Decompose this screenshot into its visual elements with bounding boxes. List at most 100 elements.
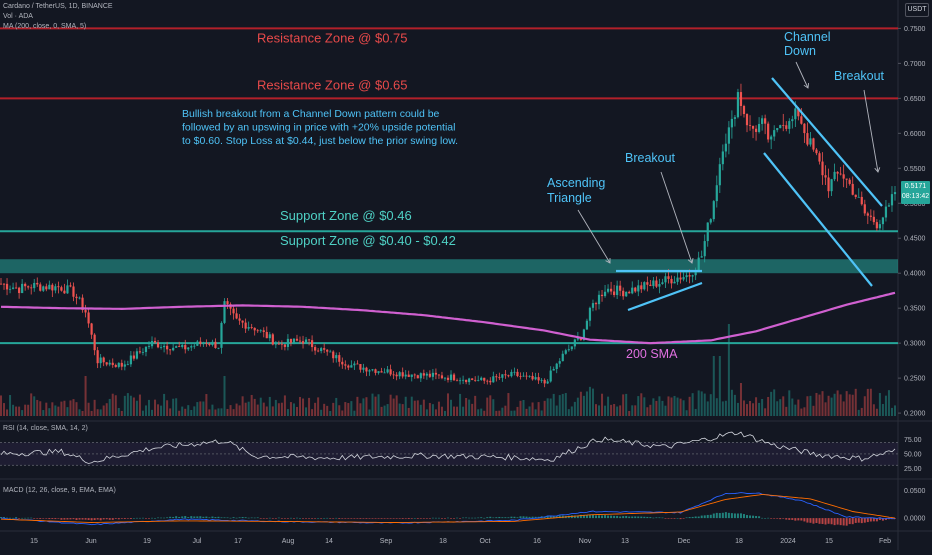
candle-body xyxy=(718,164,721,186)
volume-bar xyxy=(235,403,238,416)
volume-bar xyxy=(63,400,66,416)
macd-histogram-bar xyxy=(108,518,111,520)
macd-histogram-bar xyxy=(383,518,386,519)
currency-badge[interactable]: USDT xyxy=(905,3,929,17)
macd-histogram-bar xyxy=(791,518,794,520)
volume-bar xyxy=(724,400,727,416)
macd-histogram-bar xyxy=(881,518,884,521)
macd-histogram-bar xyxy=(320,518,323,519)
candle-body xyxy=(422,373,425,376)
candle-body xyxy=(18,287,21,294)
price-axis-tick-label: 0.3000 xyxy=(904,341,926,348)
candle-body xyxy=(11,287,15,289)
macd-histogram-bar xyxy=(588,514,591,519)
candle-body xyxy=(238,318,241,321)
macd-histogram-bar xyxy=(147,518,150,519)
volume-bar xyxy=(833,393,836,416)
candle-body xyxy=(866,213,869,216)
volume-bar xyxy=(262,402,265,416)
candle-body xyxy=(634,287,637,292)
macd-histogram-bar xyxy=(160,517,163,519)
macd-histogram-bar xyxy=(685,517,688,519)
candle-body xyxy=(184,345,187,350)
candle-body xyxy=(558,361,561,364)
macd-histogram-bar xyxy=(202,516,205,519)
macd-histogram-bar xyxy=(389,518,392,519)
macd-histogram-bar xyxy=(447,517,449,519)
macd-histogram-bar xyxy=(486,517,489,519)
macd-histogram-bar xyxy=(613,515,616,519)
volume-bar xyxy=(377,394,380,416)
macd-histogram-bar xyxy=(314,518,317,519)
macd-histogram-bar xyxy=(295,517,298,519)
volume-bar xyxy=(27,404,30,416)
volume-bar xyxy=(733,394,736,416)
candle-body xyxy=(510,371,513,377)
macd-histogram-bar xyxy=(770,518,773,519)
macd-histogram-bar xyxy=(223,517,226,519)
candle-body xyxy=(5,283,9,290)
volume-bar xyxy=(465,397,468,416)
commentary-line: Bullish breakout from a Channel Down pat… xyxy=(182,108,440,120)
volume-bar xyxy=(818,394,821,416)
macd-histogram-bar xyxy=(730,513,733,519)
candle-body xyxy=(268,334,271,339)
candle-body xyxy=(546,381,549,384)
time-axis-label: 19 xyxy=(143,538,151,545)
macd-histogram-bar xyxy=(450,518,453,519)
candle-body xyxy=(887,205,891,207)
volume-bar xyxy=(341,410,344,416)
volume-bar xyxy=(679,398,682,416)
volume-bar xyxy=(779,399,782,416)
macd-histogram-bar xyxy=(806,518,809,523)
macd-histogram-bar xyxy=(205,516,208,519)
macd-histogram-bar xyxy=(232,517,235,519)
volume-bar xyxy=(869,388,872,416)
macd-histogram-bar xyxy=(706,514,709,519)
candle-body xyxy=(320,348,323,352)
macd-histogram-bar xyxy=(773,518,776,519)
volume-bar xyxy=(166,400,169,416)
volume-bar xyxy=(181,406,184,416)
macd-histogram-bar xyxy=(66,518,69,520)
macd-histogram-bar xyxy=(132,518,135,519)
macd-histogram-bar xyxy=(277,517,280,519)
time-axis-label: Oct xyxy=(480,538,491,545)
volume-bar xyxy=(601,393,604,416)
candle-body xyxy=(99,357,102,364)
macd-histogram-bar xyxy=(87,518,90,520)
macd-histogram-bar xyxy=(504,517,507,519)
volume-bar xyxy=(422,399,425,416)
macd-histogram-bar xyxy=(495,517,498,519)
volume-bar xyxy=(821,391,824,416)
candle-body xyxy=(33,282,36,289)
candle-body xyxy=(606,288,610,292)
candle-body xyxy=(416,375,419,379)
volume-bar xyxy=(214,409,217,416)
candle-body xyxy=(767,123,770,140)
triangle-support-line xyxy=(627,281,703,312)
volume-bar xyxy=(610,404,613,416)
candle-body xyxy=(193,345,196,347)
volume-bar xyxy=(703,393,706,416)
resistance-label-065: Resistance Zone @ $0.65 xyxy=(257,77,408,92)
macd-histogram-bar xyxy=(818,518,821,524)
volume-bar xyxy=(845,391,848,416)
volume-bar xyxy=(582,395,585,416)
macd-histogram-bar xyxy=(368,518,371,519)
macd-histogram-bar xyxy=(715,512,718,519)
macd-histogram-bar xyxy=(573,515,576,519)
candle-body xyxy=(537,377,540,381)
macd-histogram-bar xyxy=(175,516,178,519)
macd-histogram-bar xyxy=(144,518,147,519)
macd-histogram-bar xyxy=(344,518,347,519)
volume-bar xyxy=(416,400,419,416)
volume-bar xyxy=(292,403,295,416)
volume-bar xyxy=(694,408,697,416)
candle-body xyxy=(60,287,63,291)
macd-histogram-bar xyxy=(658,517,661,519)
candle-body xyxy=(410,374,413,377)
candle-body xyxy=(525,375,528,377)
